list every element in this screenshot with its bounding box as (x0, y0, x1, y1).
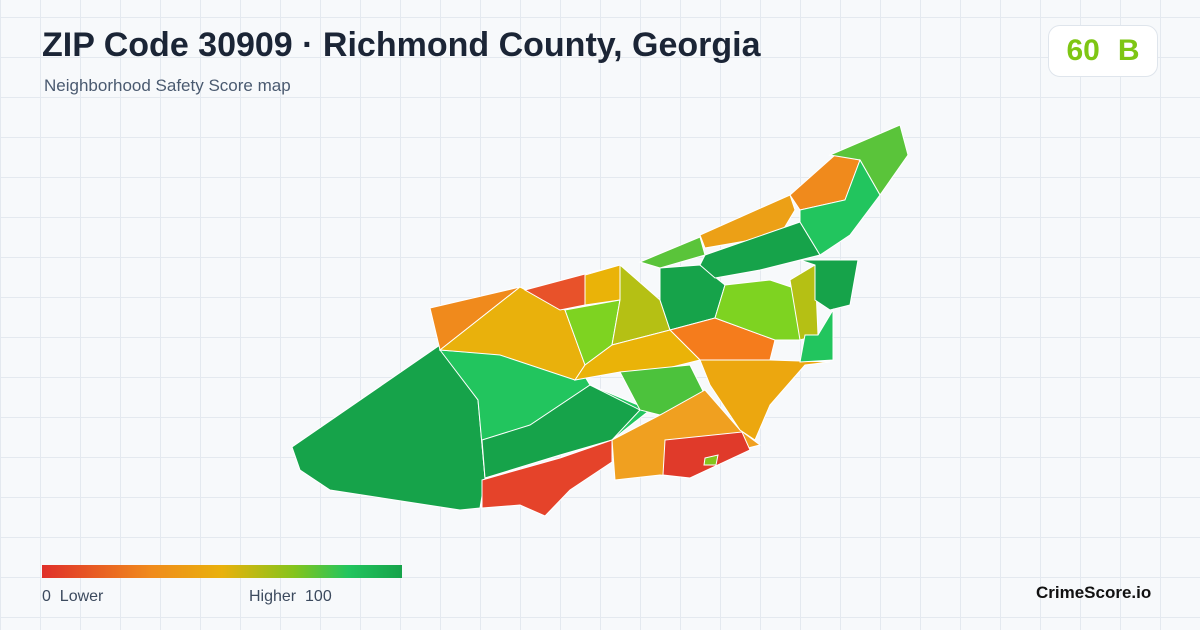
area (799, 259, 859, 311)
legend-min: 0 Lower (42, 588, 103, 606)
title: ZIP Code 30909 · Richmond County, Georgi… (42, 26, 761, 64)
legend-max-value: 100 (305, 588, 332, 605)
subtitle: Neighborhood Safety Score map (44, 76, 291, 95)
area (828, 124, 909, 196)
legend-min-label: Lower (59, 588, 104, 605)
legend-min-value: 0 (42, 588, 51, 605)
area (481, 439, 613, 517)
legend-gradient (42, 565, 402, 578)
legend-max-label: Higher (249, 588, 297, 605)
area (481, 384, 641, 479)
area (699, 359, 831, 441)
legend-max: Higher 100 (249, 588, 332, 606)
area (703, 454, 719, 466)
brand: CrimeScore.io (1036, 583, 1152, 602)
area (662, 431, 751, 479)
score: 60 (1066, 34, 1100, 67)
score-badge: 60 B (1048, 25, 1158, 77)
grade: B (1117, 34, 1140, 67)
area (638, 236, 706, 269)
area (799, 308, 834, 363)
area (799, 158, 881, 256)
neighborhoods (291, 124, 909, 517)
area (584, 264, 621, 306)
